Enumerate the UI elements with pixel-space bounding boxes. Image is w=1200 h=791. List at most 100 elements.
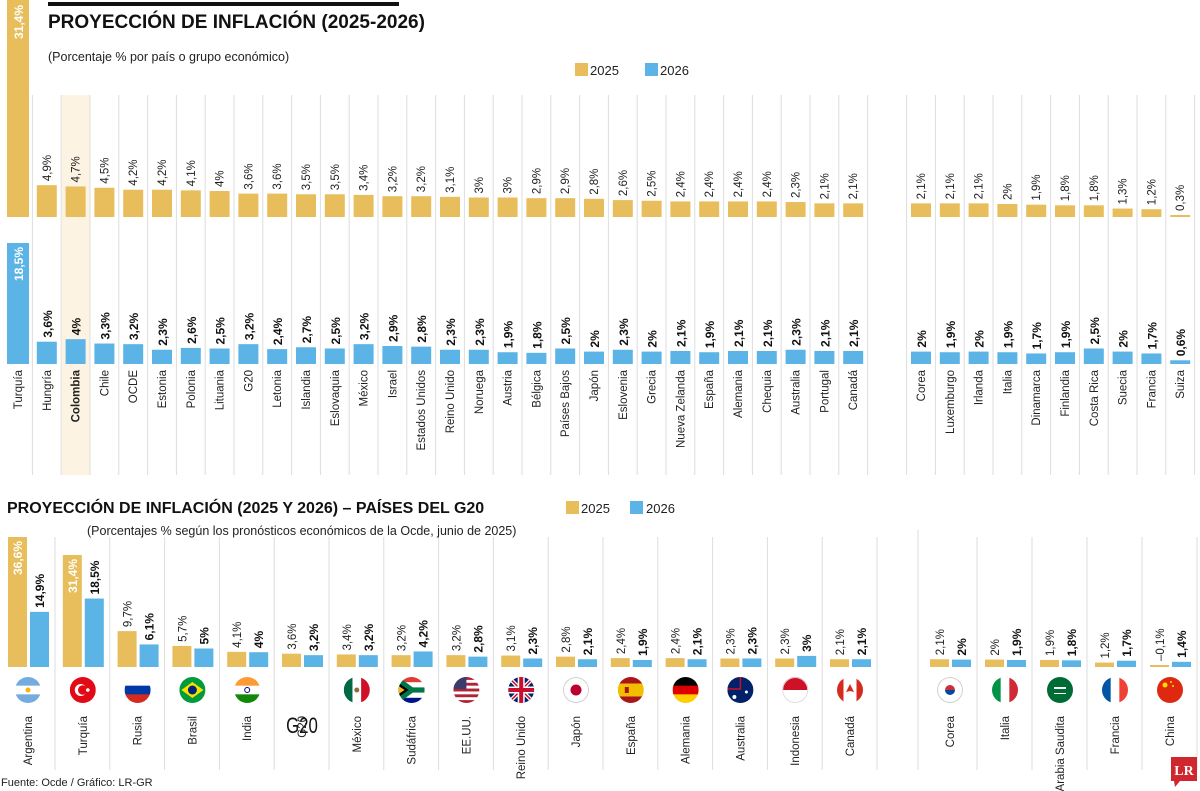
value-label-2026-costa-rica: 2,5% [1088, 317, 1102, 345]
bar-2026-mexico [358, 655, 378, 667]
bar-2026-finlandia [1055, 352, 1075, 364]
value-label-2025-turquia: 31,4% [66, 559, 80, 593]
category-label-sudafrica: Sudáfrica [407, 715, 419, 764]
category-label-rusia: Rusia [133, 715, 145, 745]
value-label-2025-reino-unido: 3,1% [445, 167, 457, 193]
category-label-eslovenia: Eslovenia [618, 369, 630, 419]
legend-swatch-2025-bottom [566, 501, 579, 514]
value-label-2025-irlanda: 2,1% [974, 173, 986, 199]
bar-2025-china [1150, 665, 1169, 667]
flag-stripe [672, 694, 699, 703]
category-label-g20: G20 [243, 370, 255, 392]
flag-stripe [124, 685, 151, 695]
legend-label-2025-bottom: 2025 [581, 501, 610, 516]
value-label-2025-estados-unidos: 3,2% [416, 166, 428, 192]
value-label-2026-austria: 1,9% [502, 321, 516, 349]
category-label-francia: Francia [1146, 369, 1158, 408]
value-label-2026-eslovenia: 2,3% [617, 318, 631, 346]
value-label-2026-ocde: 3,2% [127, 312, 141, 340]
bar-2025-grecia [641, 200, 662, 217]
bar-2025-reino-unido [440, 196, 460, 217]
value-label-2026-israel: 2,9% [386, 314, 400, 342]
taeguk [945, 685, 955, 690]
value-label-2026-australia: 2,3% [790, 318, 804, 346]
flag-argentina-icon [15, 677, 41, 703]
value-label-2025-colombia: 4,7% [71, 156, 83, 182]
bar-2026-reino-unido [523, 658, 543, 667]
cross-red [519, 677, 524, 703]
category-label-corea: Corea [945, 715, 957, 747]
category-label-estonia: Estonia [157, 369, 169, 408]
value-label-2026-japon: 2,1% [581, 628, 595, 656]
bar-2025-irlanda [968, 203, 989, 217]
category-label-chile: Chile [99, 370, 111, 396]
category-label-espana: España [626, 715, 638, 755]
value-label-2026-grecia: 2% [646, 330, 660, 348]
bar-2025-islandia [296, 194, 316, 217]
sun [25, 687, 31, 693]
value-label-2025-australia: 2,3% [725, 628, 737, 654]
bar-2025-corea [930, 659, 949, 667]
flag-korea-icon [937, 677, 963, 703]
bar-2025-chequia [756, 201, 777, 217]
category-label-letonia: Letonia [272, 369, 284, 407]
category-label-indonesia: Indonesia [790, 715, 802, 765]
value-label-2025-japon: 2,8% [589, 169, 601, 195]
bar-2026-hungria [36, 341, 57, 364]
bar-2025-suiza [1170, 215, 1191, 217]
highlight-column-colombia [61, 95, 91, 475]
value-label-2026-alemania: 2,1% [691, 628, 705, 656]
bar-2026-eslovenia [612, 349, 633, 364]
bar-2026-eslovaquia [324, 348, 345, 364]
chakra [244, 687, 251, 693]
flag-south-africa-icon [398, 677, 425, 703]
bar-2026-japon [584, 351, 604, 364]
coat [624, 687, 629, 693]
value-label-2025-hungria: 4,9% [42, 155, 54, 181]
flag-stripe [124, 694, 151, 703]
value-label-2026-japon: 2% [588, 330, 602, 348]
category-label-mexico: México [352, 716, 364, 752]
category-label-estados-unidos: Estados Unidos [416, 370, 428, 451]
flag-saudi-arabia-icon [1047, 677, 1073, 703]
value-label-2026-eslovaquia: 2,5% [329, 317, 343, 345]
value-label-2026-argentina: 14,9% [33, 574, 47, 608]
category-label-reino-unido: Reino Unido [445, 370, 457, 433]
value-label-2026-dinamarca: 1,7% [1030, 322, 1044, 350]
category-label-ocde: OCDE [128, 370, 140, 404]
category-label-suecia: Suecia [1118, 369, 1130, 405]
bar-2025-italia [985, 659, 1004, 667]
value-label-2025-sudafrica: 3,2% [397, 625, 409, 651]
category-label-portugal: Portugal [819, 370, 831, 413]
category-label-turquia: Turquía [78, 715, 90, 755]
legend-label-2026-bottom: 2026 [646, 501, 675, 516]
category-label-italia: Italia [1002, 369, 1014, 394]
value-label-2025-reino-unido: 3,1% [506, 625, 518, 651]
bar-2026-australia [742, 658, 762, 667]
flag-stripe [453, 697, 480, 701]
chart-marks: 31,4% 18,5% Turquía 4,9% 3,6% Hungría 4,7% 4% Co… [7, 0, 1191, 791]
bar-2026-belgica [526, 352, 547, 364]
category-label-india: India [242, 715, 254, 741]
category-label-brasil: Brasil [187, 716, 199, 745]
flag-stripe [672, 685, 699, 695]
category-label-irlanda: Irlanda [974, 369, 986, 405]
bar-2025-costa-rica [1083, 205, 1104, 217]
lr-logo: LR [1171, 757, 1197, 787]
sword [1054, 693, 1066, 694]
bar-2026-alemania [687, 659, 707, 667]
bar-2026-reino-unido [440, 349, 460, 364]
value-label-2025-francia: 1,2% [1100, 632, 1112, 658]
bar-2025-argentina [8, 537, 27, 667]
bar-2025-g20 [238, 193, 259, 217]
value-label-2025-mexico: 3,4% [359, 165, 371, 191]
value-label-2026-letonia: 2,4% [271, 317, 285, 345]
value-label-2025-eslovaquia: 3,5% [330, 164, 342, 190]
flag-brazil-icon [179, 677, 206, 703]
flag-stripe [124, 677, 151, 687]
bar-2025-turquia [62, 555, 82, 667]
value-label-2025-india: 4,1% [232, 622, 244, 648]
flag-stripe [234, 694, 261, 703]
category-label-nueva-zelanda: Nueva Zelanda [675, 369, 687, 448]
flag-stripe [1000, 677, 1010, 703]
